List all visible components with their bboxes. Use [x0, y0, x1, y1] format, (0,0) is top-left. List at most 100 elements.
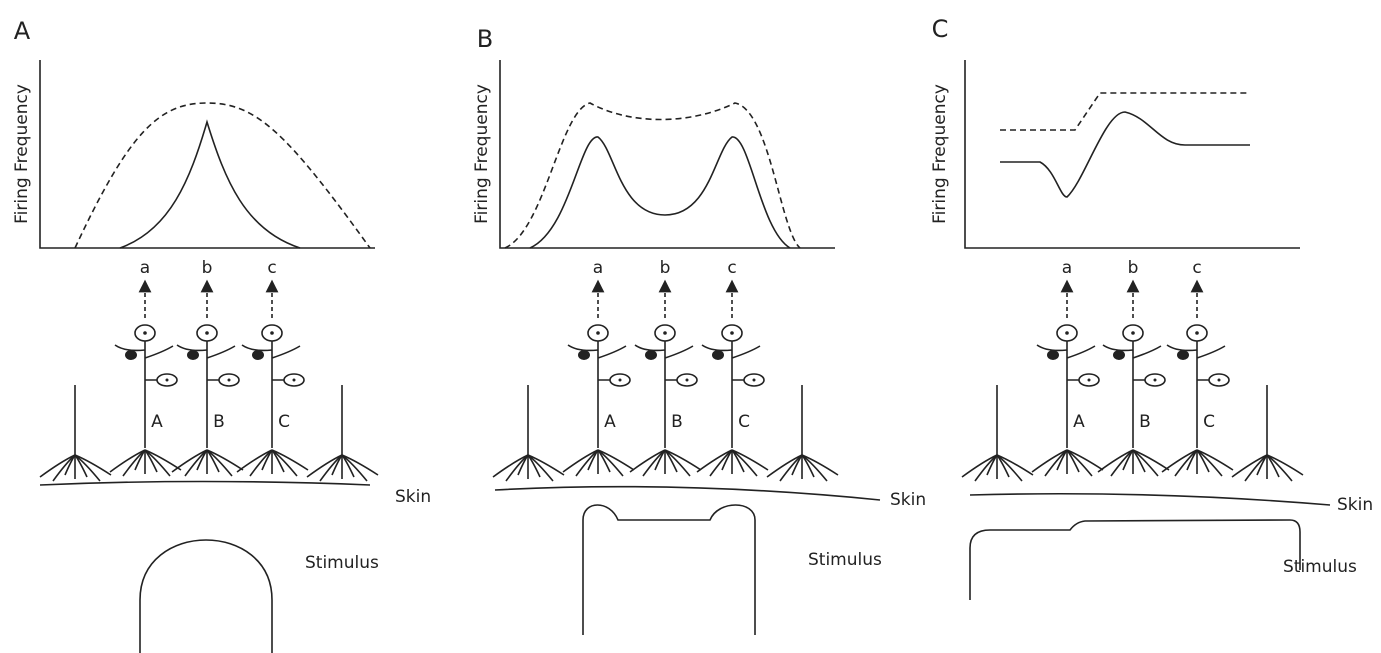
- stimulus-label: Stimulus: [1283, 557, 1357, 577]
- axes: [500, 60, 835, 248]
- dendrite: [145, 450, 170, 476]
- solid-curve: [530, 137, 790, 248]
- inhibitory-cell: [187, 350, 199, 360]
- dendrite: [250, 450, 272, 476]
- output-label: b: [660, 258, 671, 278]
- dendrite: [1267, 455, 1292, 481]
- branches: [177, 341, 235, 448]
- nucleus: [1154, 379, 1157, 382]
- nucleus: [1218, 379, 1221, 382]
- skin: [495, 487, 880, 500]
- dendrite: [665, 450, 690, 476]
- output-label: a: [593, 258, 603, 278]
- output-label: b: [1128, 258, 1139, 278]
- skin: [970, 494, 1330, 505]
- skin-label: Skin: [890, 490, 926, 510]
- dendrite: [598, 450, 623, 476]
- dendrite: [1245, 455, 1267, 481]
- output-label: a: [1062, 258, 1072, 278]
- dendrite: [185, 450, 207, 476]
- nucleus: [143, 331, 147, 335]
- inhibitory-cell: [252, 350, 264, 360]
- output-label: a: [140, 258, 150, 278]
- nucleus: [753, 379, 756, 382]
- cell-label: C: [278, 412, 290, 432]
- stimulus-label: Stimulus: [808, 550, 882, 570]
- cell-label: B: [671, 412, 683, 432]
- nucleus: [205, 331, 209, 335]
- nucleus: [1195, 331, 1199, 335]
- diagram: A Firing Frequency a Ab Bc C Skin Stimulus B Firi…: [0, 0, 1381, 653]
- cell-label: A: [1073, 412, 1085, 432]
- dendrite: [643, 450, 665, 476]
- cell-label: A: [151, 412, 163, 432]
- inhibitory-cell: [712, 350, 724, 360]
- nucleus: [270, 331, 274, 335]
- output-label: c: [1192, 258, 1201, 278]
- inhibitory-cell: [1113, 350, 1125, 360]
- inhibitory-cell: [645, 350, 657, 360]
- inhibitory-cell: [1177, 350, 1189, 360]
- y-axis-label: Firing Frequency: [12, 84, 32, 224]
- dendrite: [506, 455, 528, 481]
- skin-label: Skin: [395, 487, 431, 507]
- inhibitory-cell: [125, 350, 137, 360]
- branches: [1103, 341, 1161, 448]
- dendrite: [1175, 450, 1197, 476]
- dendrite: [975, 455, 997, 481]
- cell-label: A: [604, 412, 616, 432]
- dendrite: [997, 455, 1022, 481]
- dendrite: [53, 455, 75, 481]
- nucleus: [686, 379, 689, 382]
- solid-curve: [120, 122, 300, 248]
- dashed-curve: [75, 103, 370, 248]
- dendrite: [342, 455, 367, 481]
- nucleus: [663, 331, 667, 335]
- skin: [40, 482, 370, 486]
- nucleus: [730, 331, 734, 335]
- panel: B Firing Frequency a Ab Bc C Skin Stimulus: [472, 25, 926, 635]
- stimulus-label: Stimulus: [305, 553, 379, 573]
- axes: [965, 60, 1300, 248]
- branches: [242, 341, 300, 448]
- panel-letter: C: [932, 15, 949, 43]
- y-axis-label: Firing Frequency: [472, 84, 492, 224]
- output-label: c: [727, 258, 736, 278]
- cell-label: B: [1139, 412, 1151, 432]
- dendrite: [802, 455, 827, 481]
- dendrite: [1111, 450, 1133, 476]
- branches: [635, 341, 693, 448]
- dendrite: [1133, 450, 1158, 476]
- dashed-curve: [505, 103, 800, 248]
- dendrite: [732, 450, 757, 476]
- dendrite: [1197, 450, 1222, 476]
- branches: [1167, 341, 1225, 448]
- nucleus: [166, 379, 169, 382]
- branches: [702, 341, 760, 448]
- dendrite: [1045, 450, 1067, 476]
- inhibitory-cell: [578, 350, 590, 360]
- stimulus: [970, 520, 1300, 600]
- nucleus: [1088, 379, 1091, 382]
- dendrite: [123, 450, 145, 476]
- dendrite: [528, 455, 553, 481]
- y-axis-label: Firing Frequency: [930, 84, 950, 224]
- dendrite: [207, 450, 232, 476]
- dendrite: [320, 455, 342, 481]
- solid-curve: [1000, 112, 1250, 197]
- branches: [115, 341, 173, 448]
- nucleus: [293, 379, 296, 382]
- cell-label: C: [1203, 412, 1215, 432]
- panel-letter: B: [477, 25, 493, 53]
- dendrite: [272, 450, 297, 476]
- cell-label: C: [738, 412, 750, 432]
- panel: CFiring FrequencyaAbBcCSkinStimulus: [930, 15, 1373, 600]
- cell-label: B: [213, 412, 225, 432]
- dendrite: [710, 450, 732, 476]
- branches: [1037, 341, 1095, 448]
- output-label: b: [202, 258, 213, 278]
- output-label: c: [267, 258, 276, 278]
- dendrite: [576, 450, 598, 476]
- stimulus: [583, 505, 755, 635]
